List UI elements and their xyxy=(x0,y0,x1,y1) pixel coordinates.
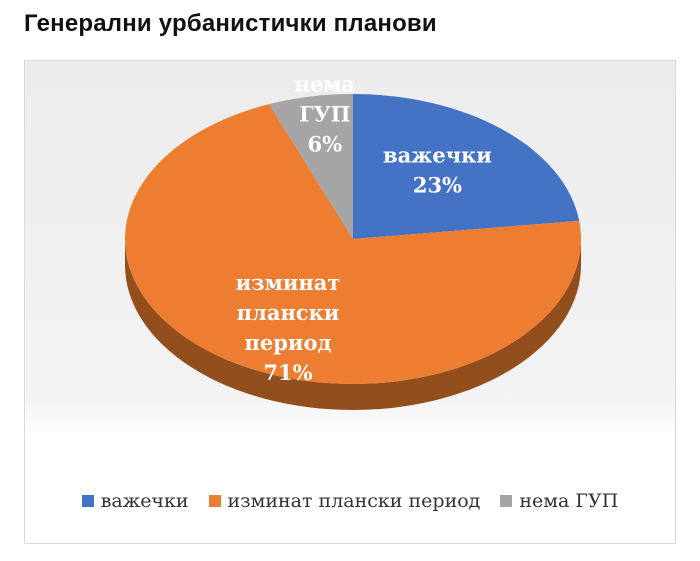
legend-swatch xyxy=(81,495,94,507)
pie-sides xyxy=(125,239,581,410)
legend-swatch xyxy=(500,495,513,507)
pie-labels: важечки 23% изминат плански период 71% нема ГУП… xyxy=(236,72,492,385)
data-label-1: изминат плански период 71% xyxy=(236,270,341,385)
pie-slice-0 xyxy=(353,94,580,239)
pie-slice-1 xyxy=(124,104,581,384)
legend-label: важечки xyxy=(100,490,189,512)
page-title: Генерални урбанистички планови xyxy=(24,10,437,37)
legend-item-2: нема ГУП xyxy=(500,490,618,512)
data-label-0: важечки 23% xyxy=(383,142,492,197)
legend-swatch xyxy=(208,495,221,507)
data-label-2: нема ГУП 6% xyxy=(295,72,356,157)
legend-label: изминат плански период xyxy=(227,490,481,512)
legend-label: нема ГУП xyxy=(519,490,619,512)
pie-slices xyxy=(124,94,581,384)
chart-legend: важечки изминат плански период нема ГУП xyxy=(25,481,675,521)
pie-chart: важечки 23% изминат плански период 71% нема ГУП… xyxy=(124,72,581,410)
legend-item-1: изминат плански период xyxy=(208,490,481,512)
legend-item-0: важечки xyxy=(81,490,189,512)
pie-slice-2 xyxy=(269,94,353,239)
pie-side-1 xyxy=(125,239,581,410)
chart-area: важечки 23% изминат плански период 71% нема ГУП… xyxy=(24,60,676,544)
